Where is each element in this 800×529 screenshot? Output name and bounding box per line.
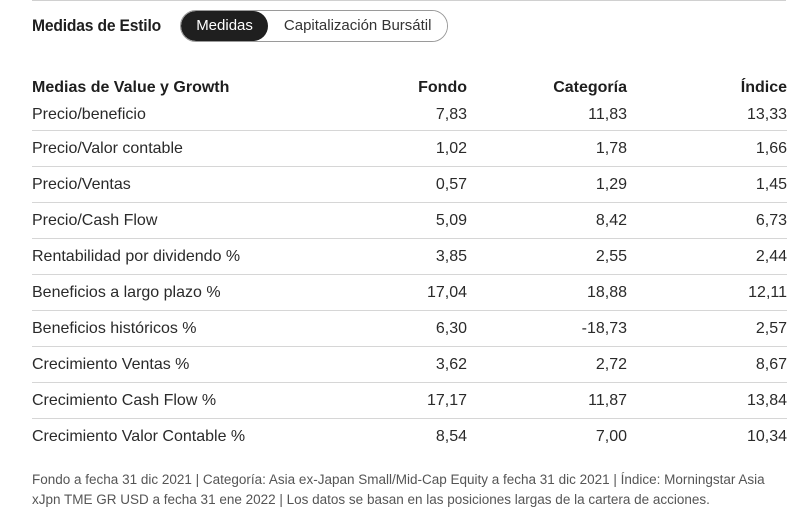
indice-value: 2,57 [627, 310, 787, 347]
section-title: Medidas de Estilo [32, 16, 161, 35]
table-row: Beneficios históricos % 6,30 -18,73 2,57 [32, 310, 787, 347]
indice-value: 10,34 [627, 418, 787, 454]
categoria-value: 18,88 [467, 274, 627, 311]
indice-value: 13,84 [627, 382, 787, 419]
fondo-value: 3,62 [352, 346, 467, 383]
fondo-value: 1,02 [352, 130, 467, 167]
row-label: Precio/Ventas [32, 166, 352, 203]
indice-value: 1,66 [627, 130, 787, 167]
fondo-value: 17,04 [352, 274, 467, 311]
row-label: Precio/Cash Flow [32, 202, 352, 239]
table-row: Precio/Valor contable 1,02 1,78 1,66 [32, 130, 787, 167]
categoria-value: 8,42 [467, 202, 627, 239]
row-label: Rentabilidad por dividendo % [32, 238, 352, 275]
table-row: Precio/Ventas 0,57 1,29 1,45 [32, 166, 787, 203]
indice-value: 1,45 [627, 166, 787, 203]
table-header-row: Medias de Value y Growth Fondo Categoría… [32, 67, 787, 99]
indice-value: 8,67 [627, 346, 787, 383]
categoria-value: -18,73 [467, 310, 627, 347]
categoria-value: 1,29 [467, 166, 627, 203]
indice-value: 6,73 [627, 202, 787, 239]
section-header: Medidas de Estilo Medidas Capitalización… [32, 10, 449, 42]
indice-value: 13,33 [746, 105, 787, 123]
column-header-fondo: Fondo [418, 79, 467, 96]
categoria-value: 7,00 [467, 418, 627, 454]
categoria-value: 2,55 [467, 238, 627, 275]
fondo-value: 6,30 [352, 310, 467, 347]
fondo-value: 0,57 [352, 166, 467, 203]
tab-medidas[interactable]: Medidas [181, 11, 268, 41]
table-row: Rentabilidad por dividendo % 3,85 2,55 2… [32, 238, 787, 275]
row-label: Precio/beneficio [32, 105, 146, 123]
table-row: Beneficios a largo plazo % 17,04 18,88 1… [32, 274, 787, 311]
categoria-value: 11,87 [467, 382, 627, 419]
tab-capitalizacion-bursatil[interactable]: Capitalización Bursátil [267, 11, 448, 41]
row-label: Crecimiento Cash Flow % [32, 382, 352, 419]
fondo-value: 5,09 [352, 202, 467, 239]
column-header-indice: Índice [740, 79, 787, 96]
fondo-value: 17,17 [352, 382, 467, 419]
categoria-value: 1,78 [467, 130, 627, 167]
row-label: Crecimiento Valor Contable % [32, 418, 352, 454]
row-label: Beneficios históricos % [32, 310, 352, 347]
top-divider [32, 0, 786, 1]
view-toggle: Medidas Capitalización Bursátil [180, 10, 449, 42]
indice-value: 12,11 [627, 274, 787, 311]
row-label: Precio/Valor contable [32, 130, 352, 167]
table-row: Crecimiento Ventas % 3,62 2,72 8,67 [32, 346, 787, 383]
style-measures-table: Medias de Value y Growth Fondo Categoría… [32, 67, 787, 454]
table-row: Precio/Cash Flow 5,09 8,42 6,73 [32, 202, 787, 239]
fondo-value: 8,54 [352, 418, 467, 454]
footnote: Fondo a fecha 31 dic 2021 | Categoría: A… [32, 472, 765, 507]
table-row: Crecimiento Valor Contable % 8,54 7,00 1… [32, 418, 787, 454]
row-label: Beneficios a largo plazo % [32, 274, 352, 311]
column-header-categoria: Categoría [553, 79, 627, 96]
column-header-measure: Medias de Value y Growth [32, 79, 230, 96]
fondo-value: 7,83 [435, 105, 467, 123]
table-row: Precio/beneficio 7,83 11,83 13,33 [32, 99, 787, 131]
categoria-value: 2,72 [467, 346, 627, 383]
row-label: Crecimiento Ventas % [32, 346, 352, 383]
categoria-value: 11,83 [588, 105, 627, 123]
table-row: Crecimiento Cash Flow % 17,17 11,87 13,8… [32, 382, 787, 419]
fondo-value: 3,85 [352, 238, 467, 275]
indice-value: 2,44 [627, 238, 787, 275]
